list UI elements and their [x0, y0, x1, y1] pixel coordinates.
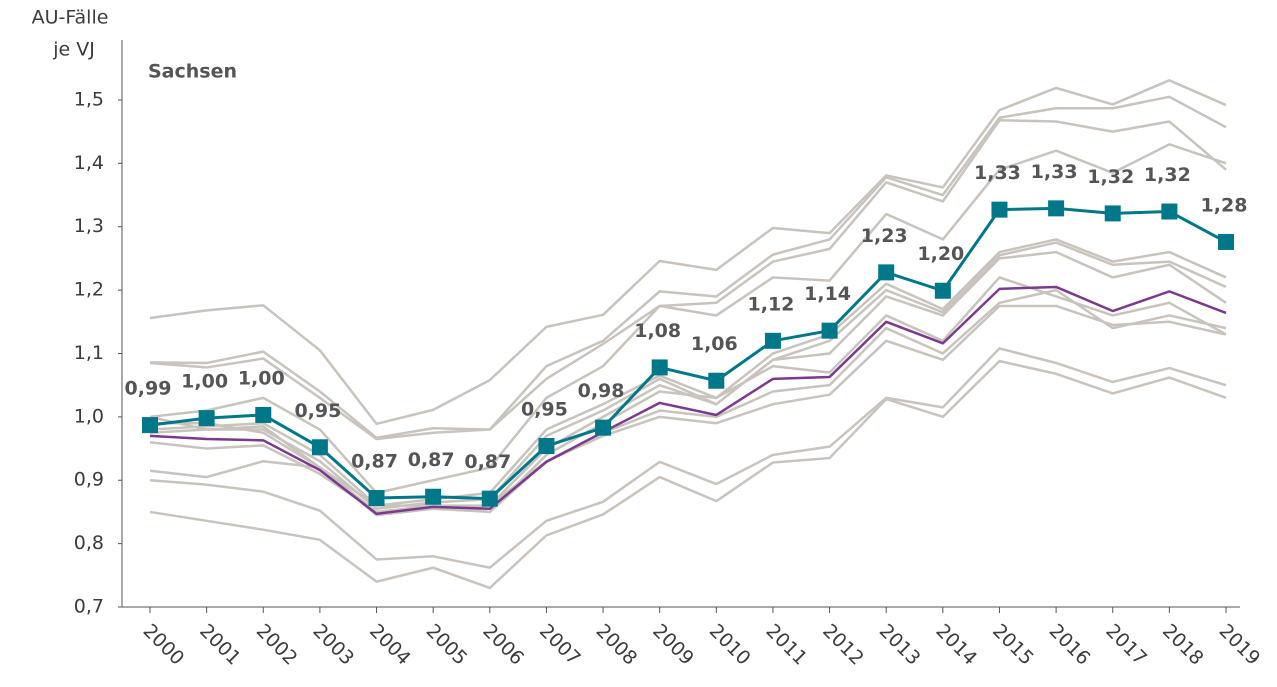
x-tick-label: 2017	[1101, 620, 1151, 670]
data-label: 0,87	[464, 451, 511, 473]
x-tick-label: 2003	[308, 620, 358, 670]
marker	[764, 332, 781, 349]
data-label: 1,28	[1201, 194, 1248, 216]
y-tick-label: 1,1	[74, 342, 104, 364]
y-axis-title: je VJ	[52, 39, 95, 61]
x-tick-label: 2018	[1158, 620, 1208, 670]
data-label: 1,14	[804, 283, 851, 305]
marker	[311, 439, 328, 456]
data-label: 0,95	[294, 400, 341, 422]
data-label: 1,00	[181, 371, 228, 393]
marker	[481, 490, 498, 507]
x-tick-label: 2011	[762, 620, 812, 670]
marker	[708, 372, 725, 389]
data-label: 0,99	[125, 378, 172, 400]
data-label: 0,98	[578, 380, 625, 402]
y-tick-label: 1,4	[74, 152, 104, 174]
series-line	[149, 276, 1227, 517]
marker	[142, 417, 158, 434]
marker	[1218, 233, 1234, 250]
data-label: 1,00	[238, 367, 285, 389]
x-tick-label: 2002	[252, 620, 302, 670]
x-tick-label: 2008	[592, 620, 642, 670]
x-tick-label: 2014	[931, 620, 981, 670]
y-tick-label: 0,7	[74, 596, 104, 618]
data-label: 1,32	[1144, 164, 1191, 186]
y-tick-label: 1,2	[74, 279, 104, 301]
x-tick-label: 2016	[1045, 620, 1095, 670]
x-tick-label: 2007	[535, 620, 585, 670]
x-tick-label: 2010	[705, 620, 755, 670]
series-line	[149, 206, 1227, 501]
x-tick-label: 2009	[648, 620, 698, 670]
x-tick-label: 2019	[1215, 620, 1265, 670]
series-line	[149, 285, 1227, 516]
y-tick-label: 1,0	[74, 405, 104, 427]
x-tick-label: 2000	[139, 620, 189, 670]
marker	[198, 410, 215, 427]
data-label: 1,32	[1087, 166, 1134, 188]
marker	[1104, 205, 1121, 222]
x-tick-label: 2012	[818, 620, 868, 670]
marker	[425, 488, 442, 505]
series-line	[149, 95, 1227, 440]
data-label: 1,12	[748, 293, 795, 315]
x-tick-label: 2001	[195, 620, 245, 670]
marker	[368, 489, 385, 506]
series-line	[149, 79, 1227, 426]
data-label: 1,06	[691, 333, 738, 355]
data-label: 1,23	[861, 225, 908, 247]
y-tick-label: 1,3	[74, 215, 104, 237]
data-label: 1,33	[974, 162, 1021, 184]
marker	[651, 359, 668, 376]
y-axis-title: AU-Fälle	[32, 7, 109, 29]
series-name: Sachsen	[148, 61, 237, 83]
series-line	[149, 288, 1227, 514]
x-tick-label: 2013	[875, 620, 925, 670]
data-label: 0,87	[351, 450, 398, 472]
y-tick-label: 1,5	[74, 88, 104, 110]
series-line	[149, 238, 1227, 507]
marker	[821, 322, 838, 339]
series-line	[149, 143, 1227, 495]
x-tick-label: 2015	[988, 620, 1038, 670]
data-label: 1,20	[917, 243, 964, 265]
y-tick-label: 0,8	[74, 532, 104, 554]
marker	[878, 264, 895, 281]
x-tick-label: 2005	[422, 620, 472, 670]
marker	[991, 201, 1008, 218]
data-label: 0,87	[408, 449, 455, 471]
data-label: 1,33	[1031, 161, 1078, 183]
series-line	[149, 119, 1227, 441]
data-label: 0,95	[521, 399, 568, 421]
y-tick-label: 0,9	[74, 469, 104, 491]
marker	[1161, 203, 1178, 220]
series-line	[149, 347, 1227, 569]
data-label: 1,08	[634, 320, 681, 342]
x-tick-label: 2006	[478, 620, 528, 670]
marker	[595, 419, 612, 436]
x-tick-label: 2004	[365, 620, 415, 670]
series-line	[149, 241, 1227, 511]
series-line	[149, 359, 1227, 590]
marker	[934, 282, 951, 299]
marker	[1048, 200, 1065, 217]
marker	[255, 406, 272, 423]
marker	[538, 438, 555, 455]
